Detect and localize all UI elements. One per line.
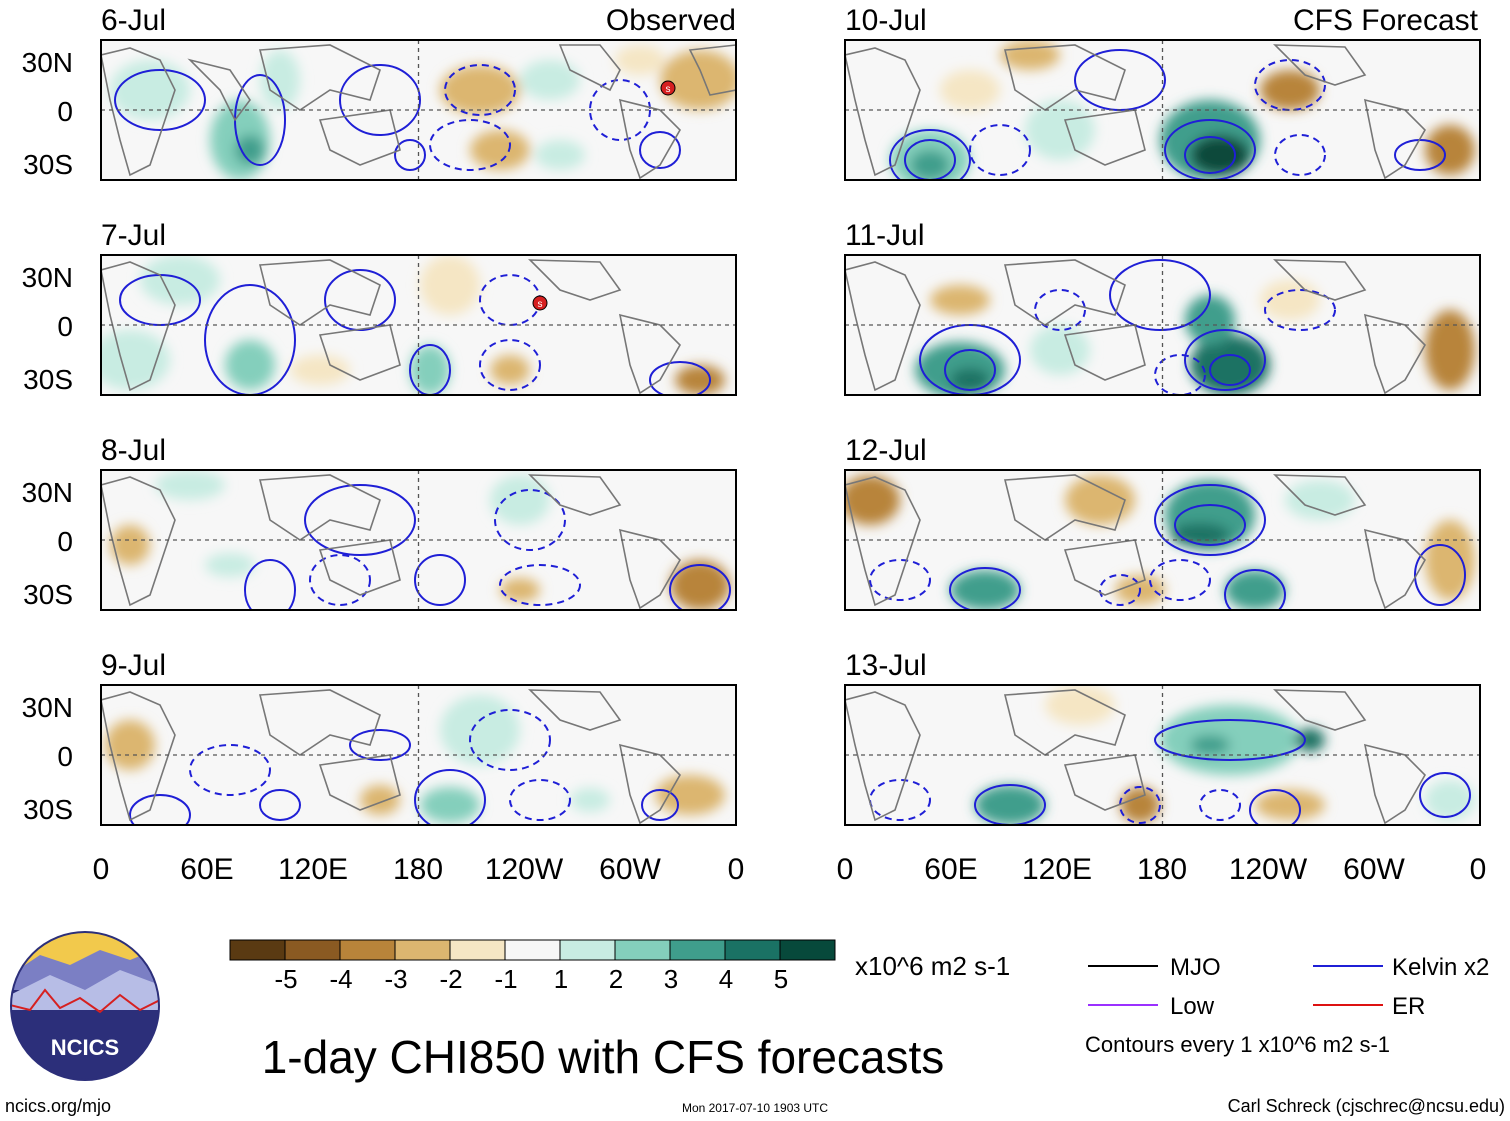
- lat-labels: 30N 0 30S 30N 0 30S 30N 0 30S 30N 0 30S: [22, 47, 73, 825]
- lat-label: 30S: [23, 364, 73, 395]
- colorbar-tick: 5: [774, 964, 788, 994]
- lon-label: 60E: [180, 853, 233, 886]
- lon-label: 0: [93, 853, 110, 886]
- figure-title: 1-day CHI850 with CFS forecasts: [262, 1031, 945, 1083]
- colorbar-swatch: [724, 939, 781, 961]
- lat-label: 0: [57, 741, 73, 772]
- lon-label: 120E: [278, 853, 348, 886]
- storm-marker: s: [660, 80, 676, 96]
- legend-label: Low: [1170, 993, 1215, 1020]
- colorbar-swatch: [449, 939, 506, 961]
- lat-label: 0: [57, 526, 73, 557]
- map-panel-observed-1: s: [100, 39, 737, 181]
- lat-label: 30N: [22, 692, 73, 723]
- colorbar-ticks: -5 -4 -3 -2 -1 1 2 3 4 5: [274, 964, 788, 994]
- site-url[interactable]: ncics.org/mjo: [5, 1096, 111, 1116]
- lon-label: 60W: [599, 853, 661, 886]
- coastlines: [101, 44, 736, 180]
- panel-date-label: 6-Jul: [101, 4, 166, 37]
- colorbar-swatch: [229, 939, 286, 961]
- contours: [114, 64, 681, 171]
- author-credit: Carl Schreck (cjschrec@ncsu.edu): [1228, 1096, 1505, 1116]
- contour-note: Contours every 1 x10^6 m2 s-1: [1085, 1032, 1390, 1057]
- map-panel-forecast-4: [844, 684, 1481, 826]
- lat-label: 30S: [23, 579, 73, 610]
- line-legend: MJO Kelvin x2 Low ER Contours every 1 x1…: [1085, 954, 1489, 1057]
- colorbar-swatch: [779, 939, 836, 961]
- panel-date-label: 8-Jul: [101, 434, 166, 467]
- legend-label: Kelvin x2: [1392, 954, 1489, 981]
- colorbar-tick: 4: [719, 964, 733, 994]
- lon-label: 0: [837, 853, 854, 886]
- colorbar-swatch: [339, 939, 396, 961]
- panel-labels: 6-Jul Observed 7-Jul 8-Jul 9-Jul 10-Jul …: [101, 4, 1479, 682]
- colorbar-units: x10^6 m2 s-1: [855, 951, 1010, 981]
- lon-label: 0: [1470, 853, 1487, 886]
- colorbar-tick: -2: [439, 964, 462, 994]
- lat-label: 30N: [22, 262, 73, 293]
- lon-label: 180: [393, 853, 443, 886]
- timestamp: Mon 2017-07-10 1903 UTC: [682, 1101, 828, 1115]
- panel-date-label: 7-Jul: [101, 219, 166, 252]
- panel-date-label: 12-Jul: [845, 434, 927, 467]
- lon-label: 120W: [1229, 853, 1308, 886]
- lon-label: 60W: [1343, 853, 1405, 886]
- lon-label: 120W: [485, 853, 564, 886]
- colorbar-swatch: [559, 939, 616, 961]
- colorbar-swatch: [284, 939, 341, 961]
- svg-text:s: s: [666, 84, 671, 95]
- map-panel-observed-4: [100, 684, 737, 826]
- legend-label: MJO: [1170, 954, 1221, 981]
- panel-date-label: 10-Jul: [845, 4, 927, 37]
- logo-text: NCICS: [51, 1035, 119, 1060]
- colorbar-tick: -4: [329, 964, 352, 994]
- lon-label: 0: [728, 853, 745, 886]
- map-panel-observed-3: [100, 469, 737, 611]
- map-panel-forecast-1: [844, 39, 1481, 181]
- legend-label: ER: [1392, 993, 1425, 1020]
- panel-date-label: 11-Jul: [845, 219, 924, 252]
- map-panel-forecast-2: [844, 254, 1481, 396]
- lat-label: 0: [57, 311, 73, 342]
- colorbar-tick: 3: [664, 964, 678, 994]
- lat-label: 0: [57, 96, 73, 127]
- column-header-forecast: CFS Forecast: [1293, 4, 1479, 37]
- svg-text:s: s: [538, 299, 543, 310]
- colorbar-swatch: [669, 939, 726, 961]
- column-header-observed: Observed: [606, 4, 736, 37]
- colorbar-swatch: [394, 939, 451, 961]
- site-link[interactable]: ncics.org/mjo: [5, 1096, 111, 1116]
- colorbar-tick: 2: [609, 964, 623, 994]
- colorbar-swatch: [504, 939, 561, 961]
- lat-label: 30N: [22, 477, 73, 508]
- lon-labels: 0 60E 120E 180 120W 60W 0 0 60E 120E 180…: [93, 853, 1487, 886]
- lon-label: 120E: [1022, 853, 1092, 886]
- panel-date-label: 9-Jul: [101, 649, 166, 682]
- colorbar: [229, 939, 836, 961]
- lon-label: 60E: [924, 853, 977, 886]
- panel-date-label: 13-Jul: [845, 649, 927, 682]
- map-panel-observed-2: s: [100, 254, 737, 396]
- storm-marker: s: [532, 295, 548, 311]
- lat-label: 30S: [23, 794, 73, 825]
- map-panel-forecast-3: [844, 469, 1481, 611]
- colorbar-tick: -5: [274, 964, 297, 994]
- lat-label: 30S: [23, 149, 73, 180]
- lat-label: 30N: [22, 47, 73, 78]
- colorbar-tick: 1: [554, 964, 568, 994]
- ncics-logo: NCICS: [10, 931, 160, 1081]
- lon-label: 180: [1137, 853, 1187, 886]
- colorbar-swatch: [614, 939, 671, 961]
- shading: [110, 45, 736, 180]
- colorbar-tick: -3: [384, 964, 407, 994]
- colorbar-tick: -1: [494, 964, 517, 994]
